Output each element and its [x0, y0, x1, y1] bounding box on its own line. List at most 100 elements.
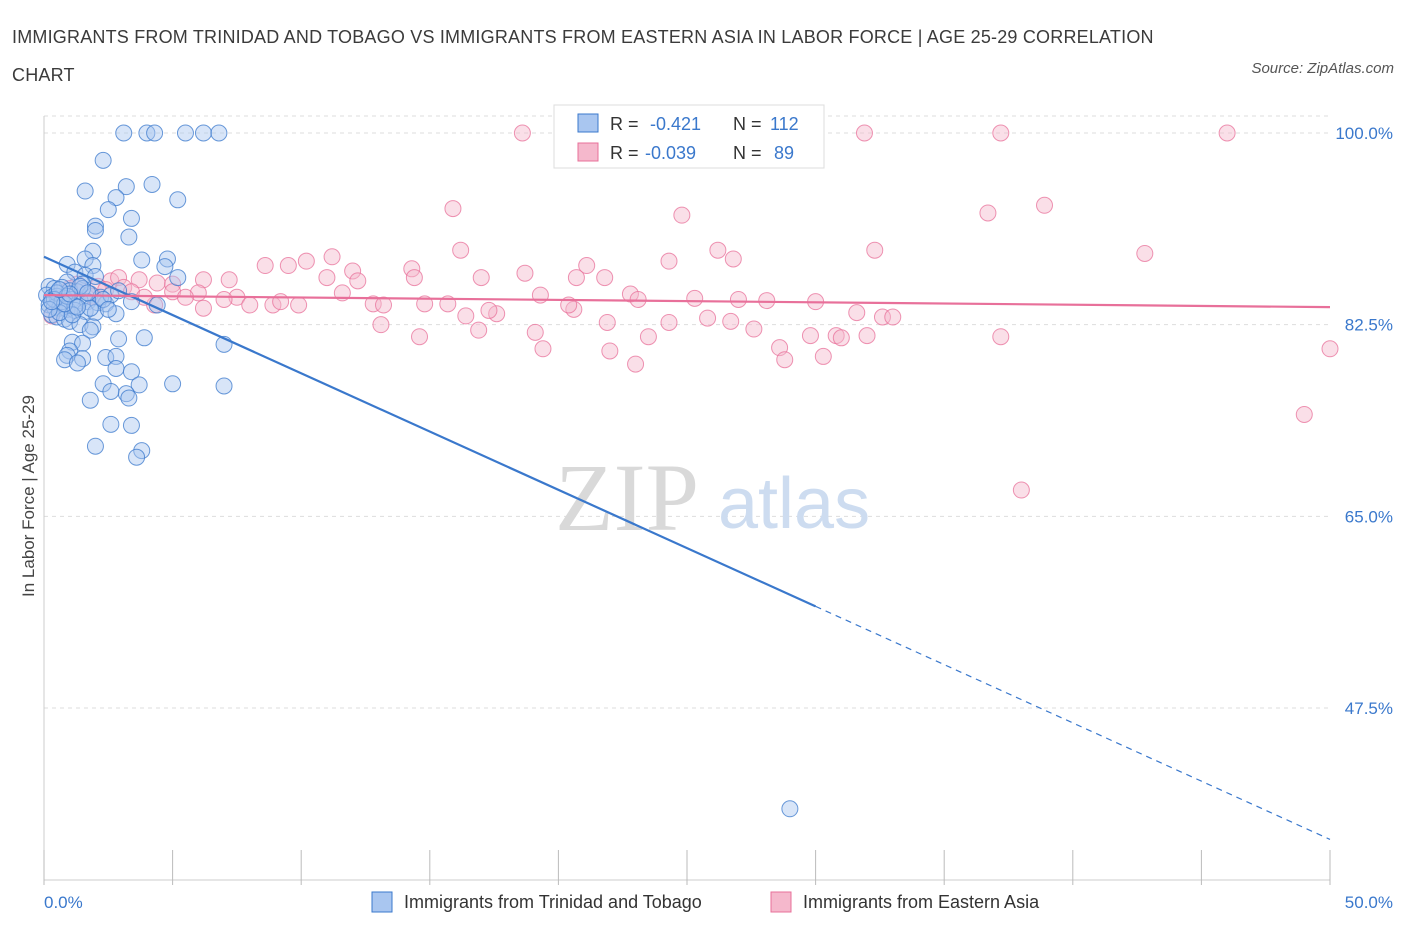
point-1-94: [272, 293, 290, 311]
point-1-9: [452, 241, 470, 259]
point-0-102: [79, 284, 97, 302]
point-1-82: [601, 342, 619, 360]
point-1-74: [639, 328, 657, 346]
point-1-87: [1321, 340, 1339, 358]
point-1-28: [405, 269, 423, 287]
point-0-10: [107, 189, 125, 207]
point-0-71: [56, 351, 74, 369]
point-1-86: [627, 355, 645, 373]
point-1-25: [220, 271, 238, 289]
point-0-6: [94, 151, 112, 169]
point-0-84: [122, 416, 140, 434]
point-1-51: [629, 290, 647, 308]
point-0-110: [99, 300, 117, 318]
legend-n-label-1: N =: [733, 114, 762, 134]
point-0-63: [135, 329, 153, 347]
point-1-93: [686, 289, 704, 307]
point-1-88: [1295, 405, 1313, 423]
point-1-12: [323, 248, 341, 266]
point-1-83: [534, 340, 552, 358]
point-1-26: [318, 269, 336, 287]
point-1-77: [992, 328, 1010, 346]
point-0-27: [169, 269, 187, 287]
point-0-2: [146, 124, 164, 142]
y-tick-label-3: 47.5%: [1345, 699, 1393, 718]
point-1-33: [130, 271, 148, 289]
point-0-81: [81, 391, 99, 409]
point-0-16: [120, 228, 138, 246]
x-tick-max: 50.0%: [1345, 893, 1393, 912]
point-1-18: [279, 257, 297, 275]
y-tick-labels: 100.0% 82.5% 65.0% 47.5%: [1335, 124, 1393, 718]
bottom-legend-swatch-trinidad: [371, 891, 393, 913]
point-1-2: [992, 124, 1010, 142]
trend-line-1: [43, 293, 1331, 309]
point-1-85: [814, 347, 832, 365]
point-0-11: [169, 191, 187, 209]
point-0-106: [61, 285, 79, 303]
legend-r-value-2: -0.039: [645, 143, 696, 163]
stats-legend: R = -0.421 N = 112 R = -0.039 N = 89: [553, 104, 825, 169]
legend-n-value-2: 89: [774, 143, 794, 163]
point-0-0: [115, 124, 133, 142]
y-axis-label: In Labor Force | Age 25-29: [19, 395, 38, 597]
point-0-23: [156, 258, 174, 276]
point-0-108: [68, 298, 86, 316]
point-1-57: [457, 307, 475, 325]
point-1-23: [148, 274, 166, 292]
point-1-24: [194, 271, 212, 289]
point-0-111: [781, 800, 799, 818]
y-tick-label-2: 65.0%: [1345, 507, 1393, 526]
point-1-76: [858, 327, 876, 345]
y-tick-label-0: 100.0%: [1335, 124, 1393, 143]
point-1-1: [855, 124, 873, 142]
point-0-60: [84, 318, 102, 336]
point-1-55: [416, 295, 434, 313]
point-1-32: [110, 269, 128, 287]
legend-n-label-2: N =: [733, 143, 762, 163]
legend-swatch-blue: [577, 113, 599, 133]
point-0-65: [74, 334, 92, 352]
legend-swatch-pink: [577, 142, 599, 162]
point-1-68: [699, 309, 717, 327]
point-1-66: [598, 313, 616, 331]
point-1-54: [375, 296, 393, 314]
point-0-19: [133, 251, 151, 269]
point-1-72: [470, 321, 488, 339]
point-1-17: [256, 257, 274, 275]
point-0-5: [210, 124, 228, 142]
point-1-13: [578, 257, 596, 275]
point-0-85: [86, 437, 104, 455]
point-1-95: [215, 290, 233, 308]
point-0-3: [176, 124, 194, 142]
series-legend: Immigrants from Trinidad and Tobago Immi…: [371, 891, 1040, 913]
point-1-4: [444, 200, 462, 218]
chart-title: IMMIGRANTS FROM TRINIDAD AND TOBAGO VS I…: [12, 27, 1154, 85]
point-1-67: [660, 313, 678, 331]
point-1-59: [480, 301, 498, 319]
point-1-78: [745, 320, 763, 338]
point-1-69: [722, 312, 740, 330]
point-0-72: [68, 354, 86, 372]
point-1-11: [866, 241, 884, 259]
point-1-98: [729, 290, 747, 308]
point-0-105: [43, 293, 61, 311]
point-1-80: [801, 327, 819, 345]
point-0-76: [130, 376, 148, 394]
point-1-6: [979, 204, 997, 222]
point-1-70: [372, 316, 390, 334]
point-0-87: [128, 448, 146, 466]
axes: [43, 116, 1331, 885]
series-eastern-asia-points: [43, 124, 1339, 499]
point-0-83: [102, 415, 120, 433]
point-1-21: [472, 269, 490, 287]
point-1-62: [848, 304, 866, 322]
point-1-19: [344, 262, 362, 280]
point-0-78: [215, 377, 233, 395]
point-1-7: [1036, 196, 1054, 214]
trend-lines: [43, 255, 1331, 840]
legend-n-value-1: 112: [770, 114, 799, 134]
legend-r-label-1: R =: [610, 114, 639, 134]
trend-line-dashed-0: [815, 605, 1331, 840]
